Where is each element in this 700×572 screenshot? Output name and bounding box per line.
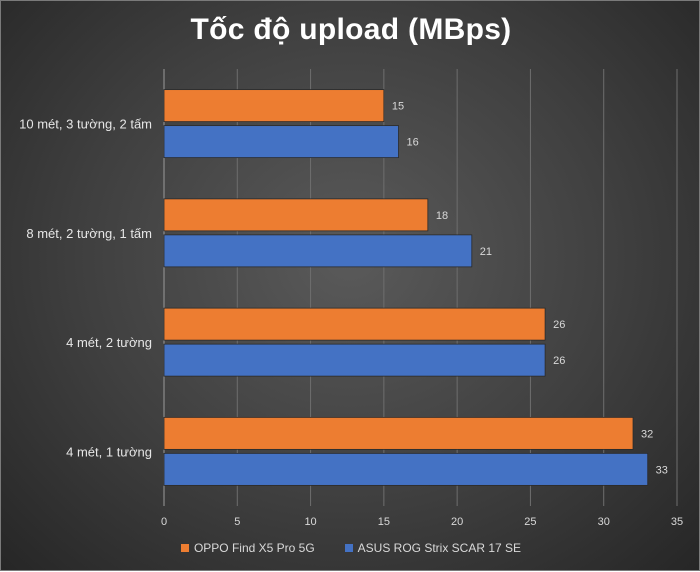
category-label-0: 10 mét, 3 tường, 2 tấm	[19, 117, 152, 132]
bar-s0-c1	[163, 198, 429, 232]
data-label-s1-c1: 21	[480, 246, 492, 258]
data-label-s0-c1: 18	[436, 210, 448, 222]
x-tick-label-35: 35	[671, 516, 683, 528]
category-label-3: 4 mét, 1 tường	[66, 444, 152, 459]
x-tick-label-15: 15	[378, 516, 390, 528]
x-tick-label-25: 25	[524, 516, 536, 528]
bar-s1-c3	[163, 452, 649, 486]
chart-title: Tốc độ upload (MBps)	[190, 13, 512, 46]
legend-label-oppo: OPPO Find X5 Pro 5G	[193, 541, 315, 555]
data-label-s0-c3: 32	[641, 428, 653, 440]
data-label-s0-c2: 26	[553, 319, 565, 331]
bar-s0-c2	[163, 307, 546, 341]
legend-swatch-oppo	[180, 544, 189, 552]
bar-s0-c3	[163, 416, 634, 450]
x-tick-label-10: 10	[304, 516, 316, 528]
bar-s1-c0	[163, 125, 399, 159]
bar-s1-c2	[163, 343, 546, 377]
legend-item-oppo: OPPO Find X5 Pro 5G	[180, 541, 315, 555]
data-label-s1-c2: 26	[553, 355, 565, 367]
bar-s0-c0	[163, 89, 385, 123]
x-tick-label-5: 5	[234, 516, 240, 528]
legend: OPPO Find X5 Pro 5G ASUS ROG Strix SCAR …	[1, 541, 700, 555]
x-tick-label-30: 30	[598, 516, 610, 528]
category-label-1: 8 mét, 2 tường, 1 tấm	[26, 226, 152, 241]
data-label-s1-c3: 33	[656, 464, 668, 476]
x-tick-label-20: 20	[451, 516, 463, 528]
data-label-s0-c0: 15	[392, 101, 404, 113]
legend-label-asus: ASUS ROG Strix SCAR 17 SE	[357, 541, 522, 555]
data-label-s1-c0: 16	[407, 137, 419, 149]
legend-swatch-asus	[344, 544, 353, 552]
legend-item-asus: ASUS ROG Strix SCAR 17 SE	[344, 541, 522, 555]
x-tick-label-0: 0	[161, 516, 167, 528]
category-label-2: 4 mét, 2 tường	[66, 335, 152, 350]
bar-s1-c1	[163, 234, 473, 268]
